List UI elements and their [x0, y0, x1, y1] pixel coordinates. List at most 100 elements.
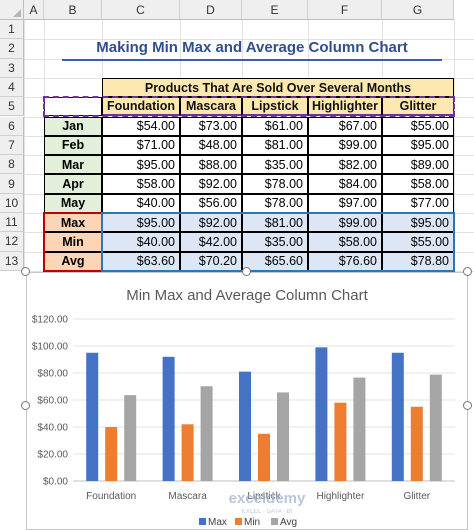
stat-value-cell[interactable]: $55.00	[382, 232, 454, 252]
sales-value-cell[interactable]: $35.00	[242, 155, 308, 175]
sales-value-cell[interactable]: $78.00	[242, 174, 308, 194]
bar-avg-highlighter[interactable]	[353, 377, 366, 481]
resize-handle-top[interactable]	[242, 267, 251, 276]
sales-value-cell[interactable]: $78.00	[242, 193, 308, 213]
product-header-lipstick[interactable]: Lipstick	[242, 97, 308, 117]
resize-handle-top-left[interactable]	[21, 267, 30, 276]
sales-value-cell[interactable]: $54.00	[102, 116, 180, 136]
product-header-mascara[interactable]: Mascara	[180, 97, 242, 117]
sales-value-cell[interactable]: $55.00	[382, 116, 454, 136]
row-header-8[interactable]: 8	[0, 155, 24, 175]
y-tick-label[interactable]: $100.00	[32, 342, 69, 353]
column-header-a[interactable]: A	[24, 0, 44, 20]
y-tick-label[interactable]: $20.00	[37, 450, 68, 461]
column-header-g[interactable]: G	[382, 0, 454, 20]
sales-value-cell[interactable]: $40.00	[102, 193, 180, 213]
bar-max-lipstick[interactable]	[239, 371, 251, 481]
sales-value-cell[interactable]: $71.00	[102, 135, 180, 156]
bar-avg-glitter[interactable]	[429, 374, 442, 481]
row-header-9[interactable]: 9	[0, 174, 24, 194]
stat-value-cell[interactable]: $58.00	[308, 232, 382, 252]
month-label-apr[interactable]: Apr	[44, 174, 102, 194]
stat-value-cell[interactable]: $95.00	[102, 213, 180, 233]
stat-value-cell[interactable]: $35.00	[242, 232, 308, 252]
sales-value-cell[interactable]: $56.00	[180, 193, 242, 213]
stat-value-cell[interactable]: $63.60	[102, 251, 180, 271]
column-header-b[interactable]: B	[44, 0, 102, 20]
stat-value-cell[interactable]: $42.00	[180, 232, 242, 252]
chart-plot[interactable]: $0.00 $20.00 $40.00 $60.00 $80.00 $100.00 $120…	[27, 273, 469, 530]
bar-avg-mascara[interactable]	[200, 386, 213, 481]
legend-swatch-max[interactable]	[199, 518, 206, 525]
stat-label-max[interactable]: Max	[44, 213, 102, 233]
column-header-d[interactable]: D	[180, 0, 242, 20]
sales-value-cell[interactable]: $48.00	[180, 135, 242, 156]
product-header-glitter[interactable]: Glitter	[382, 97, 454, 117]
row-header-11[interactable]: 11	[0, 213, 24, 233]
resize-handle-left[interactable]	[21, 401, 30, 410]
sales-value-cell[interactable]: $92.00	[180, 174, 242, 194]
resize-handle-top-right[interactable]	[463, 267, 472, 276]
bar-min-glitter[interactable]	[410, 406, 423, 481]
legend-swatch-min[interactable]	[235, 518, 242, 525]
legend-entry-max[interactable]: Max	[208, 517, 227, 528]
bar-min-foundation[interactable]	[105, 427, 118, 481]
row-header-4[interactable]: 4	[0, 77, 24, 98]
sales-value-cell[interactable]: $67.00	[308, 116, 382, 136]
stat-value-cell[interactable]: $40.00	[102, 232, 180, 252]
sales-value-cell[interactable]: $89.00	[382, 155, 454, 175]
row-header-3[interactable]: 3	[0, 58, 24, 78]
chart-title[interactable]: Min Max and Average Column Chart	[126, 287, 368, 304]
column-header-c[interactable]: C	[102, 0, 180, 20]
bar-avg-foundation[interactable]	[124, 395, 137, 481]
x-tick-label[interactable]: Highlighter	[316, 491, 364, 502]
bar-avg-lipstick[interactable]	[277, 392, 289, 481]
x-tick-label[interactable]: Foundation	[86, 491, 136, 502]
bar-min-lipstick[interactable]	[258, 433, 270, 481]
y-tick-label[interactable]: $80.00	[37, 369, 68, 380]
sales-value-cell[interactable]: $58.00	[102, 174, 180, 194]
month-label-feb[interactable]: Feb	[44, 135, 102, 156]
row-header-13[interactable]: 13	[0, 251, 24, 271]
bar-max-mascara[interactable]	[162, 356, 175, 481]
stat-value-cell[interactable]: $81.00	[242, 213, 308, 233]
sales-value-cell[interactable]: $58.00	[382, 174, 454, 194]
stat-value-cell[interactable]: $70.20	[180, 251, 242, 271]
sales-value-cell[interactable]: $77.00	[382, 193, 454, 213]
product-header-foundation[interactable]: Foundation	[102, 97, 180, 117]
sales-value-cell[interactable]: $81.00	[242, 135, 308, 156]
legend-swatch-avg[interactable]	[271, 518, 278, 525]
chart-object[interactable]: Min Max and Average Column Chart $0.00 $2…	[26, 272, 468, 530]
row-header-7[interactable]: 7	[0, 135, 24, 156]
sheet-title[interactable]: Making Min Max and Average Column Chart	[96, 39, 408, 56]
product-header-highlighter[interactable]: Highlighter	[308, 97, 382, 117]
resize-handle-right[interactable]	[463, 401, 472, 410]
bar-min-highlighter[interactable]	[334, 402, 347, 481]
legend-entry-min[interactable]: Min	[244, 517, 260, 528]
y-tick-label[interactable]: $0.00	[43, 477, 68, 488]
bar-max-foundation[interactable]	[86, 352, 99, 481]
sales-value-cell[interactable]: $84.00	[308, 174, 382, 194]
stat-value-cell[interactable]: $76.60	[308, 251, 382, 271]
column-header-e[interactable]: E	[242, 0, 308, 20]
y-tick-label[interactable]: $120.00	[32, 315, 69, 326]
y-tick-label[interactable]: $40.00	[37, 423, 68, 434]
bar-min-mascara[interactable]	[181, 424, 194, 481]
column-header-f[interactable]: F	[308, 0, 382, 20]
blank-corner-cell[interactable]	[44, 97, 102, 117]
row-header-5[interactable]: 5	[0, 97, 24, 117]
stat-value-cell[interactable]: $78.80	[382, 251, 454, 271]
row-header-12[interactable]: 12	[0, 232, 24, 252]
month-label-mar[interactable]: Mar	[44, 155, 102, 175]
sales-value-cell[interactable]: $61.00	[242, 116, 308, 136]
stat-value-cell[interactable]: $65.60	[242, 251, 308, 271]
row-header-10[interactable]: 10	[0, 193, 24, 213]
sales-value-cell[interactable]: $95.00	[102, 155, 180, 175]
bar-max-highlighter[interactable]	[315, 347, 328, 481]
stat-value-cell[interactable]: $95.00	[382, 213, 454, 233]
legend-entry-avg[interactable]: Avg	[280, 517, 297, 528]
x-tick-label[interactable]: Lipstick	[247, 491, 281, 502]
month-label-jan[interactable]: Jan	[44, 116, 102, 136]
stat-value-cell[interactable]: $92.00	[180, 213, 242, 233]
table-header[interactable]: Products That Are Sold Over Several Mont…	[102, 77, 454, 98]
